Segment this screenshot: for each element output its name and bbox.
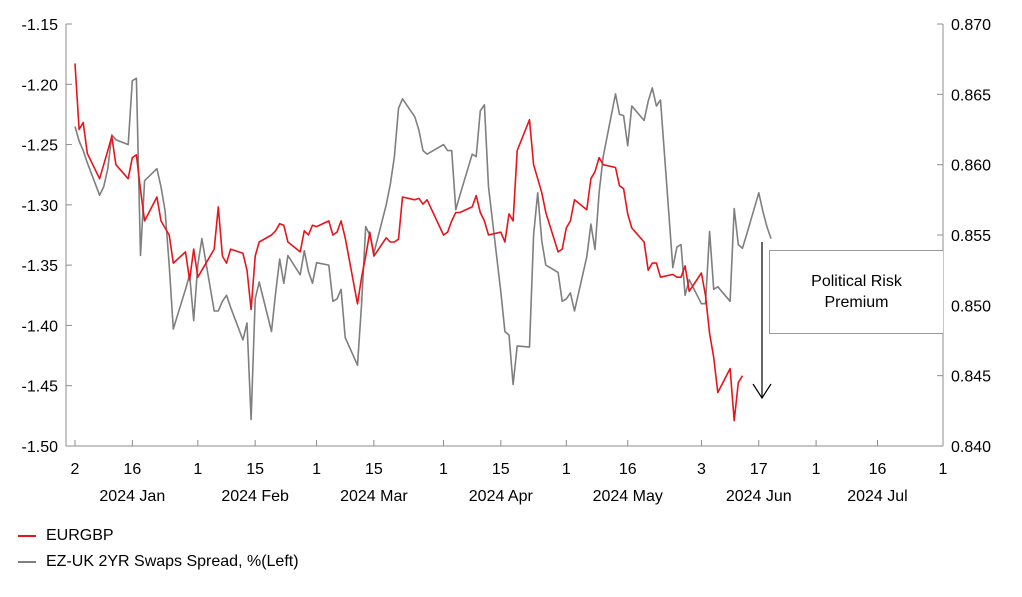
left-y-tick-label: -1.20 — [22, 77, 59, 94]
x-tick-label: 1 — [562, 461, 571, 478]
month-label: 2024 Jan — [99, 488, 165, 505]
legend: EURGBP EZ-UK 2YR Swaps Spread, %(Left) — [18, 524, 299, 576]
x-tick-label: 15 — [365, 461, 383, 478]
right-y-tick-label: 0.870 — [951, 17, 991, 34]
political-risk-annotation: Political Risk Premium — [769, 250, 943, 334]
x-tick-label: 15 — [246, 461, 264, 478]
x-tick-label: 3 — [697, 461, 706, 478]
series-layer — [74, 63, 772, 422]
legend-swatch-swaps-spread — [18, 561, 36, 563]
chart-axes: -1.15 -1.20 -1.25 -1.30 -1.35 -1.40 -1.45 -1.50… — [22, 17, 992, 505]
month-label: 2024 Mar — [340, 488, 408, 505]
x-tick-label: 1 — [312, 461, 321, 478]
x-tick-label: 1 — [439, 461, 448, 478]
annotation-arrow — [752, 242, 772, 400]
month-label: 2024 May — [593, 488, 663, 505]
x-tick-label: 2 — [71, 461, 80, 478]
legend-label-swaps-spread: EZ-UK 2YR Swaps Spread, %(Left) — [46, 553, 299, 570]
right-y-tick-label: 0.850 — [951, 298, 991, 315]
legend-item-eurgbp: EURGBP — [18, 524, 299, 548]
x-tick-label: 1 — [193, 461, 202, 478]
left-y-tick-label: -1.25 — [22, 138, 59, 155]
month-label: 2024 Jun — [726, 488, 792, 505]
right-y-tick-label: 0.860 — [951, 158, 991, 175]
month-label: 2024 Apr — [469, 488, 534, 505]
x-tick-label: 16 — [123, 461, 141, 478]
left-y-tick-label: -1.15 — [22, 17, 59, 34]
x-tick-label: 17 — [750, 461, 768, 478]
right-y-tick-label: 0.845 — [951, 369, 991, 386]
left-y-tick-label: -1.30 — [22, 198, 59, 215]
right-y-tick-label: 0.840 — [951, 439, 991, 456]
x-tick-label: 16 — [869, 461, 887, 478]
right-y-tick-label: 0.865 — [951, 87, 991, 104]
left-y-tick-label: -1.35 — [22, 258, 59, 275]
eurgbp-line — [74, 63, 744, 422]
swaps-spread-line — [74, 77, 772, 421]
x-tick-label: 1 — [939, 461, 948, 478]
month-label: 2024 Jul — [847, 488, 908, 505]
legend-swatch-eurgbp — [18, 535, 36, 537]
left-y-tick-label: -1.50 — [22, 439, 59, 456]
month-label: 2024 Feb — [221, 488, 289, 505]
annotation-line-1: Political Risk — [811, 273, 902, 290]
left-y-tick-label: -1.40 — [22, 318, 59, 335]
annotation-line-2: Premium — [824, 294, 889, 311]
legend-label-eurgbp: EURGBP — [46, 527, 114, 544]
legend-item-swaps-spread: EZ-UK 2YR Swaps Spread, %(Left) — [18, 550, 299, 574]
x-tick-label: 15 — [492, 461, 510, 478]
x-tick-label: 16 — [619, 461, 637, 478]
left-y-tick-label: -1.45 — [22, 379, 59, 396]
right-y-tick-label: 0.855 — [951, 228, 991, 245]
x-tick-label: 1 — [812, 461, 821, 478]
